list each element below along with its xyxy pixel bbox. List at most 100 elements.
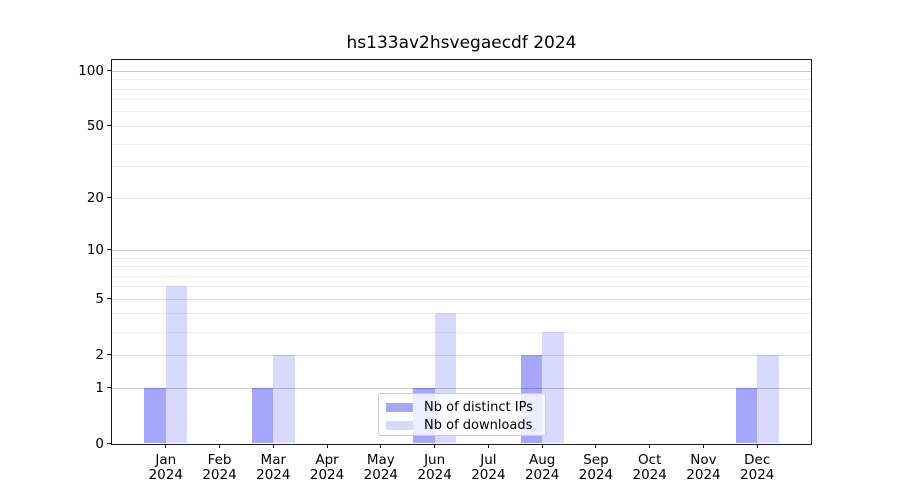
legend-swatch-distinct-ips-icon [386, 402, 413, 412]
x-tick-year: 2024 [148, 466, 183, 483]
bar-distinct-ips-mar [251, 387, 274, 444]
y-tick-mark [107, 298, 111, 300]
x-tick-label: Mar 2024 [245, 453, 301, 482]
x-tick-mark [541, 444, 543, 448]
x-tick-mark [272, 444, 274, 448]
x-tick-mark [595, 444, 597, 448]
y-gridline [112, 286, 811, 288]
bar-distinct-ips-jan [144, 387, 166, 444]
x-tick-label: May 2024 [353, 453, 409, 482]
x-tick-month: Mar [260, 452, 287, 468]
x-tick-year: 2024 [578, 466, 614, 483]
x-tick-month: Jun [424, 452, 446, 468]
legend-label-distinct-ips: Nb of distinct IPs [424, 399, 533, 415]
y-tick-mark [107, 197, 111, 199]
chart-title: hs133av2hsvegaecdf 2024 [346, 33, 577, 53]
x-tick-mark [380, 444, 382, 448]
x-tick-month: Aug [528, 452, 556, 468]
x-tick-mark [702, 444, 704, 448]
y-gridline [112, 313, 811, 315]
x-tick-label: Oct 2024 [622, 453, 678, 482]
legend-swatch-downloads-icon [386, 420, 413, 430]
x-tick-label: Jan 2024 [138, 453, 194, 482]
y-tick-label: 1 [95, 379, 104, 396]
y-gridline [112, 88, 811, 90]
bar-downloads-jan [165, 286, 188, 444]
y-tick-mark [107, 125, 111, 127]
x-tick-label: Sep 2024 [568, 453, 624, 482]
x-tick-label: Nov 2024 [675, 453, 731, 482]
y-tick-mark [107, 249, 111, 251]
y-tick-mark [107, 70, 111, 72]
y-tick-label: 2 [95, 346, 104, 363]
y-tick-mark [107, 387, 111, 388]
x-tick-year: 2024 [309, 466, 345, 483]
x-tick-label: Aug 2024 [514, 453, 570, 482]
x-tick-mark [649, 444, 651, 448]
x-tick-month: Apr [315, 452, 339, 468]
legend-entry-distinct-ips: Nb of distinct IPs [386, 399, 538, 415]
bar-downloads-dec [757, 354, 779, 444]
x-tick-mark [219, 444, 221, 448]
y-tick-mark [107, 354, 111, 356]
x-tick-year: 2024 [740, 466, 775, 483]
x-tick-year: 2024 [363, 466, 399, 483]
x-tick-mark [165, 444, 167, 448]
y-gridline [112, 298, 811, 300]
x-tick-year: 2024 [632, 466, 667, 483]
y-gridline [112, 354, 811, 356]
y-gridline [112, 99, 811, 101]
x-tick-label: Feb 2024 [192, 453, 248, 482]
bar-downloads-aug [542, 331, 564, 444]
x-tick-label: Jun 2024 [407, 453, 463, 482]
y-tick-label: 0 [95, 435, 104, 452]
x-tick-month: Dec [744, 452, 771, 468]
x-tick-month: Jan [155, 452, 177, 468]
y-tick-label: 10 [86, 241, 104, 258]
x-tick-year: 2024 [524, 466, 560, 483]
y-tick-label: 20 [86, 189, 104, 206]
y-gridline [112, 70, 811, 72]
y-gridline [112, 257, 811, 259]
y-gridline [112, 387, 811, 389]
y-gridline [112, 143, 811, 145]
x-tick-month: Jul [480, 452, 497, 468]
legend: Nb of distinct IPs Nb of downloads [378, 393, 546, 436]
x-tick-year: 2024 [686, 466, 721, 483]
legend-label-downloads: Nb of downloads [424, 417, 533, 433]
x-tick-year: 2024 [202, 466, 237, 483]
x-tick-label: Dec 2024 [729, 453, 785, 482]
x-tick-mark [487, 444, 489, 448]
x-tick-month: May [366, 452, 395, 468]
y-gridline [112, 331, 811, 333]
y-tick-mark [107, 443, 111, 444]
x-tick-mark [756, 444, 758, 448]
y-gridline [112, 266, 811, 267]
x-tick-month: Oct [638, 452, 662, 468]
y-gridline [112, 275, 811, 277]
x-tick-mark [326, 444, 328, 448]
y-tick-label: 5 [95, 290, 104, 307]
x-tick-year: 2024 [256, 466, 291, 483]
x-tick-mark [434, 444, 436, 448]
bar-downloads-mar [273, 354, 295, 444]
y-gridline [112, 79, 811, 81]
y-tick-label: 50 [86, 117, 104, 134]
plot-area [111, 59, 812, 445]
y-gridline [112, 197, 811, 199]
x-tick-label: Apr 2024 [299, 453, 355, 482]
y-gridline [112, 249, 811, 251]
y-gridline [112, 125, 811, 127]
x-tick-month: Feb [207, 452, 232, 468]
x-tick-month: Sep [583, 452, 609, 468]
y-tick-label: 100 [78, 62, 104, 79]
x-tick-year: 2024 [417, 466, 452, 483]
bar-distinct-ips-dec [735, 387, 758, 444]
x-tick-month: Nov [690, 452, 717, 468]
y-gridline [112, 166, 811, 168]
x-tick-year: 2024 [471, 466, 506, 483]
legend-entry-downloads: Nb of downloads [386, 417, 538, 433]
y-gridline [112, 111, 811, 113]
x-tick-label: Jul 2024 [460, 453, 516, 482]
